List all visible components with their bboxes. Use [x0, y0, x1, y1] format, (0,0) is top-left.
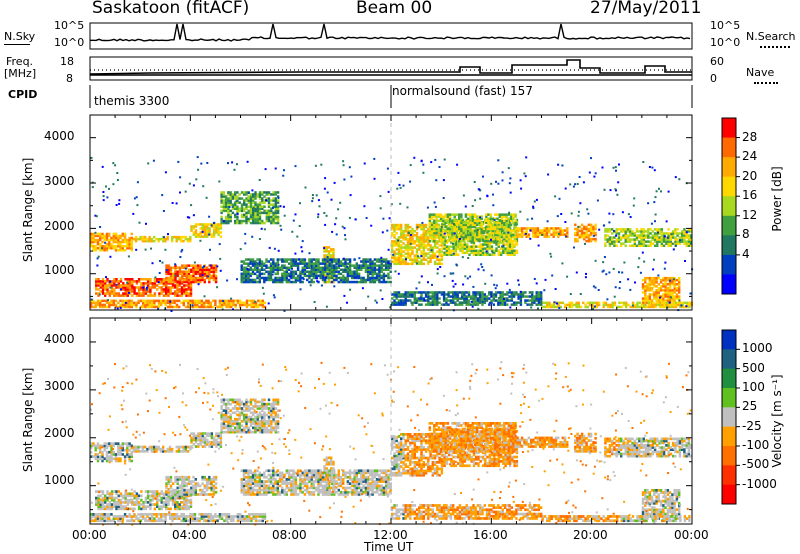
- xtick-2: 08:00: [272, 528, 307, 542]
- xtick-5: 20:00: [573, 528, 608, 542]
- cpid-mode-1: themis 3300: [94, 94, 170, 108]
- nsky-frame: [89, 22, 693, 50]
- nave-ytop: 60: [710, 55, 724, 68]
- power-ytick-3000: 3000: [44, 174, 75, 188]
- xtick-3: 12:00: [373, 528, 408, 542]
- power-cb-tick-4: 12: [742, 207, 758, 222]
- freq-ybot: 8: [66, 72, 73, 85]
- velocity-cb-label: Velocity [m s⁻¹]: [770, 374, 784, 468]
- power-cb-label: Power [dB]: [770, 166, 784, 232]
- vel-ytick-4000: 4000: [44, 332, 75, 346]
- xtick-0: 00:00: [72, 528, 107, 542]
- velocity-heatmap: [90, 361, 693, 526]
- vel-ytick-3000: 3000: [44, 379, 75, 393]
- nsky-label: N.Sky: [4, 30, 36, 43]
- axis-ticks: [89, 114, 693, 524]
- vel-cb-tick-2: 100: [742, 380, 765, 394]
- vel-cb-tick-6: -500: [742, 457, 770, 472]
- nsearch-ytop: 10^5: [710, 19, 741, 32]
- nave-ybot: 0: [710, 72, 717, 85]
- xtick-6: 00:00: [674, 528, 709, 542]
- freq-frame: [89, 56, 693, 81]
- vel-cb-tick-0: 1000: [742, 341, 773, 356]
- power-cb-tick-5: 8: [742, 227, 750, 242]
- nsky-ytop: 10^5: [54, 19, 85, 32]
- nsky-legend-line: [4, 44, 30, 45]
- xtick-4: 16:00: [473, 528, 508, 542]
- station-title: Saskatoon (fitACF): [92, 0, 250, 18]
- velocity-colorbar: [721, 329, 740, 505]
- freq-label: Freq.: [6, 55, 34, 68]
- vel-cb-tick-3: 25: [742, 399, 758, 414]
- nsearch-label: N.Search: [746, 30, 796, 43]
- cpid-mode-2: normalsound (fast) 157: [392, 84, 533, 98]
- vel-ytick-1000: 1000: [44, 473, 75, 487]
- freq-unit: [MHz]: [4, 67, 37, 80]
- power-ylabel: Slant Range [km]: [21, 157, 35, 262]
- vel-cb-tick-4: -25: [742, 418, 762, 433]
- freq-ytop: 18: [60, 55, 74, 68]
- power-heatmap: [90, 156, 694, 312]
- nsearch-ybot: 10^0: [710, 36, 741, 49]
- xaxis-label: Time UT: [364, 540, 414, 554]
- nsky-series: [90, 23, 691, 42]
- cpid-label: CPID: [8, 88, 38, 101]
- beam-title: Beam 00: [356, 0, 433, 18]
- nsearch-legend-line: [760, 46, 790, 48]
- power-ytick-1000: 1000: [44, 263, 75, 277]
- power-cb-tick-2: 20: [742, 168, 758, 183]
- power-cb-tick-6: 4: [742, 246, 750, 261]
- power-cb-tick-0: 28: [742, 129, 758, 144]
- power-ytick-4000: 4000: [44, 129, 75, 143]
- nsky-ybot: 10^0: [54, 36, 85, 49]
- vel-cb-tick-5: -100: [742, 438, 770, 452]
- velocity-ylabel: Slant Range [km]: [21, 367, 35, 472]
- nave-legend-line: [754, 82, 778, 84]
- date-title: 27/May/2011: [590, 0, 702, 18]
- nave-series: [89, 59, 692, 75]
- vel-cb-tick-1: 500: [742, 360, 765, 375]
- xtick-1: 04:00: [172, 528, 207, 542]
- nave-label: Nave: [746, 66, 775, 79]
- power-cb-tick-1: 24: [742, 149, 758, 164]
- power-ytick-2000: 2000: [44, 219, 75, 233]
- vel-cb-tick-7: -1000: [742, 476, 777, 491]
- vel-ytick-2000: 2000: [44, 426, 75, 440]
- power-colorbar: [721, 117, 740, 295]
- power-cb-tick-3: 16: [742, 188, 758, 203]
